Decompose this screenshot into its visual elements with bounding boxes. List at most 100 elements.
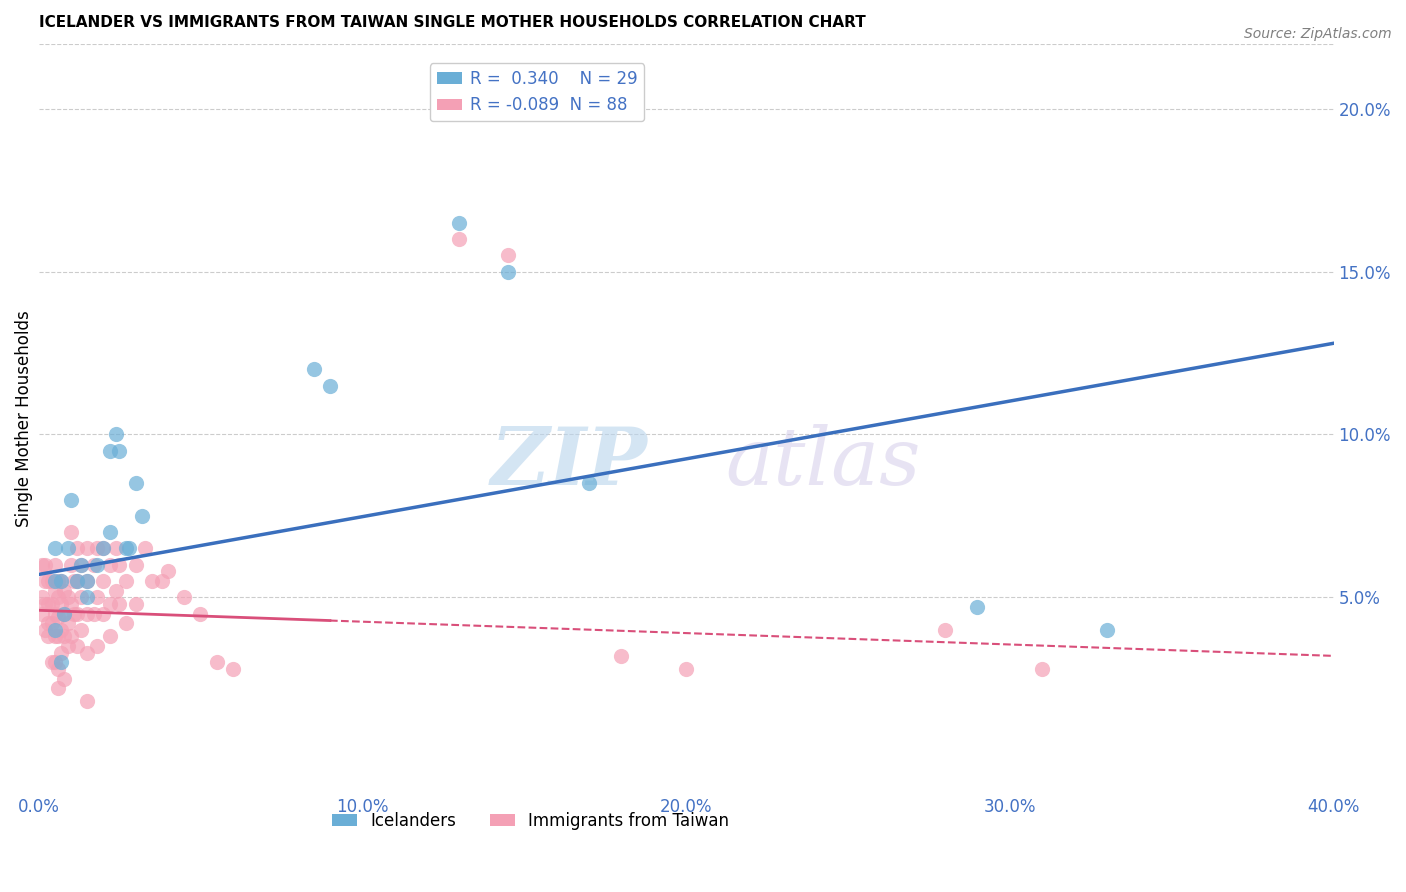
Point [63, 574, 86, 588]
Point [44, 558, 66, 572]
Point [53, 629, 76, 643]
Point [98, 629, 121, 643]
Point [51, 656, 73, 670]
Point [76, 591, 98, 605]
Point [46, 609, 69, 624]
Point [108, 558, 131, 572]
Point [76, 574, 98, 588]
Point [83, 607, 105, 621]
Point [205, 656, 228, 670]
Point [34, 623, 56, 637]
Legend: Icelanders, Immigrants from Taiwan: Icelanders, Immigrants from Taiwan [326, 805, 735, 837]
Point [91, 574, 114, 588]
Point [86, 558, 108, 572]
Point [44, 574, 66, 588]
Point [222, 662, 245, 676]
Point [190, 607, 212, 621]
Point [449, 232, 471, 246]
Point [86, 541, 108, 556]
Point [105, 583, 128, 598]
Point [46, 681, 69, 696]
Point [56, 616, 79, 631]
Point [46, 662, 69, 676]
Point [44, 541, 66, 556]
Point [134, 541, 156, 556]
Point [115, 574, 138, 588]
Point [108, 443, 131, 458]
Point [51, 574, 73, 588]
Point [125, 597, 148, 611]
Point [449, 216, 471, 230]
Point [496, 248, 519, 262]
Point [59, 629, 82, 643]
Point [66, 574, 89, 588]
Point [141, 574, 163, 588]
Point [69, 591, 91, 605]
Point [496, 265, 519, 279]
Point [37, 574, 59, 588]
Point [157, 564, 180, 578]
Point [31, 607, 53, 621]
Point [69, 558, 91, 572]
Point [46, 591, 69, 605]
Point [37, 616, 59, 631]
Point [91, 541, 114, 556]
Point [63, 607, 86, 621]
Point [41, 656, 63, 670]
Point [44, 656, 66, 670]
Point [59, 492, 82, 507]
Point [934, 623, 956, 637]
Point [98, 597, 121, 611]
Point [37, 597, 59, 611]
Point [44, 629, 66, 643]
Point [302, 362, 325, 376]
Point [173, 591, 195, 605]
Point [51, 646, 73, 660]
Point [105, 427, 128, 442]
Point [41, 574, 63, 588]
Point [66, 607, 89, 621]
Point [150, 574, 173, 588]
Point [76, 541, 98, 556]
Point [51, 597, 73, 611]
Point [966, 600, 988, 615]
Point [69, 623, 91, 637]
Point [41, 597, 63, 611]
Point [76, 574, 98, 588]
Point [56, 639, 79, 653]
Point [66, 639, 89, 653]
Point [98, 558, 121, 572]
Point [83, 558, 105, 572]
Point [59, 597, 82, 611]
Point [51, 623, 73, 637]
Point [34, 597, 56, 611]
Text: ZIP: ZIP [491, 425, 647, 502]
Point [44, 623, 66, 637]
Point [31, 558, 53, 572]
Point [69, 558, 91, 572]
Point [76, 646, 98, 660]
Point [125, 558, 148, 572]
Point [578, 476, 600, 491]
Point [53, 583, 76, 598]
Point [56, 591, 79, 605]
Point [118, 541, 141, 556]
Point [37, 629, 59, 643]
Point [34, 558, 56, 572]
Point [86, 639, 108, 653]
Text: Source: ZipAtlas.com: Source: ZipAtlas.com [1244, 27, 1392, 41]
Point [105, 541, 128, 556]
Point [86, 591, 108, 605]
Text: atlas: atlas [725, 425, 921, 502]
Point [53, 672, 76, 686]
Point [675, 662, 697, 676]
Point [1095, 623, 1118, 637]
Point [1031, 662, 1053, 676]
Point [51, 574, 73, 588]
Point [34, 574, 56, 588]
Point [91, 541, 114, 556]
Point [41, 616, 63, 631]
Point [46, 574, 69, 588]
Point [98, 525, 121, 540]
Point [91, 607, 114, 621]
